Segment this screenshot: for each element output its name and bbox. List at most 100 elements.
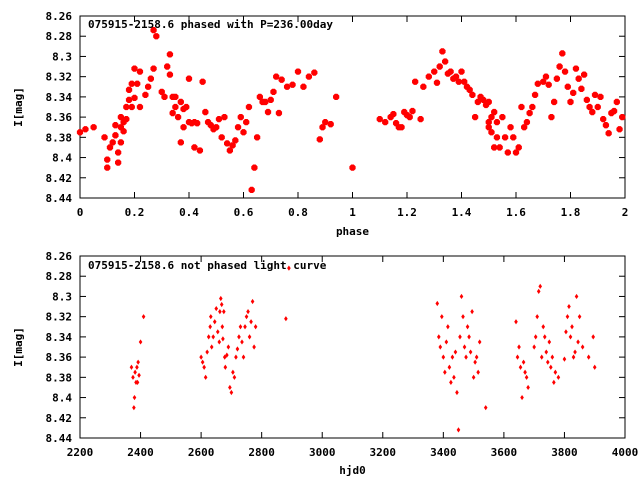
data-point bbox=[249, 319, 253, 325]
data-point bbox=[442, 58, 449, 65]
data-point bbox=[128, 80, 135, 87]
data-point bbox=[123, 115, 130, 123]
data-point bbox=[150, 27, 157, 34]
data-point bbox=[452, 374, 456, 380]
y-tick-label: 8.26 bbox=[46, 10, 73, 23]
x-tick-label: 1.8 bbox=[561, 206, 581, 219]
data-point bbox=[161, 93, 168, 101]
x-tick-label: 2800 bbox=[248, 446, 275, 459]
data-point bbox=[76, 129, 84, 136]
data-point bbox=[252, 344, 256, 350]
x-tick-label: 4000 bbox=[612, 446, 639, 459]
y-tick-label: 8.44 bbox=[46, 432, 73, 445]
data-point bbox=[136, 103, 144, 111]
data-point bbox=[521, 124, 528, 131]
x-tick-label: 0.2 bbox=[125, 206, 145, 219]
data-point bbox=[327, 121, 334, 128]
data-point bbox=[319, 124, 326, 131]
data-point bbox=[237, 334, 241, 340]
data-point bbox=[459, 293, 464, 300]
data-point bbox=[241, 354, 246, 360]
data-point bbox=[240, 339, 244, 345]
data-point bbox=[115, 149, 122, 156]
data-point bbox=[542, 334, 547, 340]
data-point bbox=[523, 369, 527, 375]
data-point bbox=[552, 379, 556, 385]
data-point bbox=[199, 78, 206, 85]
data-point bbox=[551, 98, 558, 106]
data-point bbox=[90, 124, 97, 131]
data-point bbox=[616, 126, 623, 133]
x-tick-label: 3800 bbox=[551, 446, 578, 459]
y-tick-label: 8.28 bbox=[46, 30, 73, 43]
data-point bbox=[194, 120, 201, 127]
data-point bbox=[177, 98, 184, 106]
data-point bbox=[115, 159, 122, 166]
data-point bbox=[577, 314, 582, 320]
data-point bbox=[571, 354, 576, 360]
data-point bbox=[158, 88, 165, 95]
data-point bbox=[458, 334, 462, 340]
data-point bbox=[211, 334, 216, 340]
data-point bbox=[520, 394, 524, 401]
y-axis-label: I[mag] bbox=[12, 327, 25, 367]
data-point bbox=[550, 354, 555, 360]
data-point bbox=[169, 109, 176, 117]
data-point bbox=[287, 265, 291, 271]
data-point bbox=[580, 71, 588, 78]
data-point bbox=[132, 405, 136, 411]
data-point bbox=[215, 115, 223, 123]
data-point bbox=[221, 336, 225, 342]
data-point bbox=[455, 78, 462, 85]
chart-title: 075915-2158.6 not phased light curve bbox=[88, 259, 327, 272]
data-point bbox=[485, 124, 492, 131]
data-point bbox=[535, 314, 539, 320]
data-point bbox=[202, 108, 209, 116]
data-point bbox=[488, 129, 495, 136]
data-point bbox=[485, 98, 492, 106]
data-point bbox=[600, 115, 607, 123]
data-point bbox=[256, 93, 263, 101]
data-point bbox=[476, 369, 480, 375]
data-point bbox=[586, 103, 593, 111]
data-point bbox=[570, 324, 574, 330]
data-point bbox=[240, 129, 247, 136]
data-point bbox=[200, 359, 205, 365]
data-point bbox=[536, 288, 541, 294]
y-tick-label: 8.36 bbox=[46, 351, 73, 364]
x-tick-label: 1.2 bbox=[397, 206, 417, 219]
data-point bbox=[228, 384, 232, 391]
data-point bbox=[398, 124, 405, 131]
data-point bbox=[349, 164, 356, 171]
data-point bbox=[553, 369, 558, 375]
data-point bbox=[234, 354, 238, 360]
data-point bbox=[440, 314, 444, 320]
data-point bbox=[589, 108, 596, 116]
data-point bbox=[246, 309, 250, 315]
data-point bbox=[177, 139, 184, 146]
data-point bbox=[166, 51, 174, 58]
data-point bbox=[203, 374, 208, 380]
data-point bbox=[444, 339, 449, 345]
data-point bbox=[245, 103, 253, 111]
data-point bbox=[101, 134, 108, 141]
data-point bbox=[591, 334, 596, 340]
phased-light-curve-plot: 8.26 8.28 8.3 8.32 8.34 8.36 8.38 8.4 8.42 8.44 0 0… bbox=[12, 10, 628, 238]
data-point bbox=[218, 295, 223, 302]
y-tick-label: 8.4 bbox=[52, 392, 72, 405]
x-axis-label: phase bbox=[336, 225, 369, 238]
data-point bbox=[144, 83, 152, 90]
data-point bbox=[278, 76, 285, 83]
data-point bbox=[232, 137, 239, 144]
x-tick-label: 0.8 bbox=[288, 206, 308, 219]
data-point bbox=[594, 103, 601, 111]
data-point bbox=[518, 103, 525, 111]
data-point bbox=[199, 354, 203, 360]
x-tick-label: 3400 bbox=[430, 446, 457, 459]
data-point bbox=[447, 68, 454, 75]
data-point bbox=[538, 283, 543, 289]
data-point bbox=[406, 113, 413, 121]
data-point bbox=[270, 88, 277, 95]
data-point bbox=[209, 314, 213, 320]
data-point bbox=[109, 139, 116, 146]
